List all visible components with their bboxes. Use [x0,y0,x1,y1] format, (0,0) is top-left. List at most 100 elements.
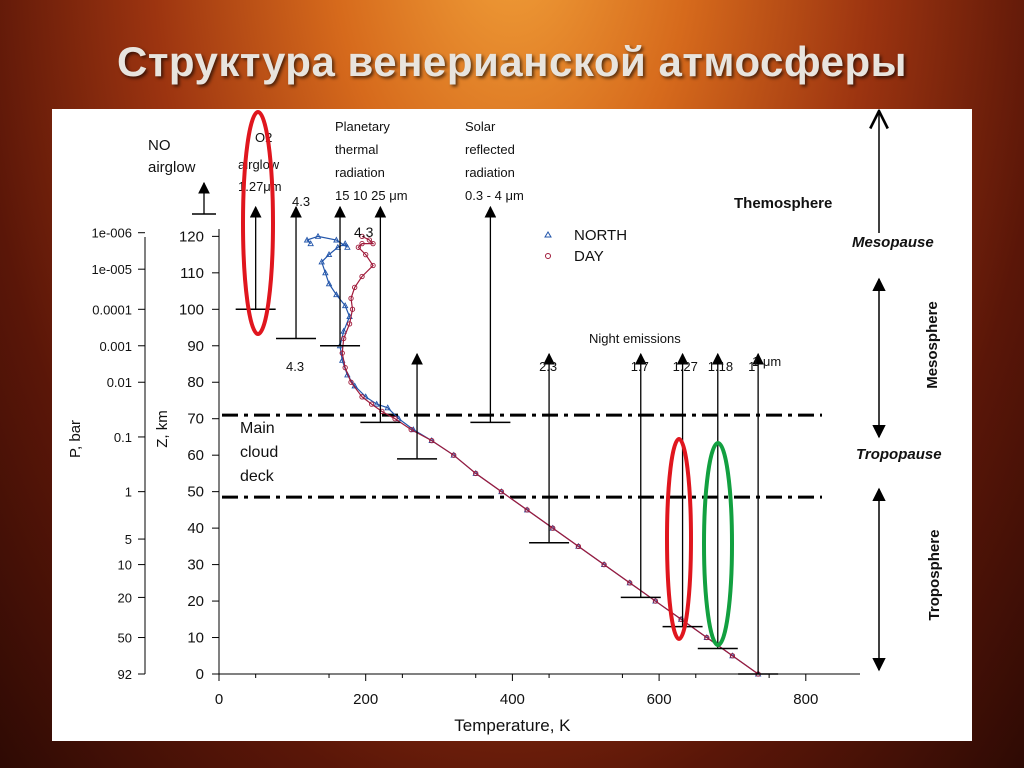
y-tick-label: 100 [179,301,204,318]
troposphere-label: Troposphere [926,530,943,621]
y-tick-label: 60 [187,447,204,464]
data-point [678,616,684,622]
data-point [652,598,659,604]
data-point [368,401,375,407]
night-emissions-label: Night emissions [589,331,681,346]
emission-label: 1.7 [631,359,649,374]
solar-radiation-label: radiation [465,165,515,180]
p-tick-label: 0.1 [114,430,132,445]
y-tick-label: 40 [187,520,204,537]
data-point [352,284,358,291]
no-airglow-label: airglow [148,159,196,176]
data-point [340,327,347,334]
data-point [410,426,417,433]
tropopause-label: Tropopause [856,446,942,463]
data-point [348,379,354,385]
planetary-radiation-label: thermal [335,142,378,157]
y-tick-label: 10 [187,630,204,647]
emission-label: 4.3 [286,359,304,374]
data-point [729,653,736,659]
data-point [341,335,347,342]
data-point [333,236,340,243]
data-point [524,507,530,513]
thermosphere-label: Themosphere [734,195,832,212]
data-point [384,404,391,411]
data-point [325,251,333,258]
data-point [392,416,398,422]
data-point [429,437,435,444]
x-tick-label: 800 [793,691,818,708]
atmosphere-chart: 0 200 400 600 800 Temperature, K 0 10 20 30 40 50 60… [67,109,943,735]
co2-band-label: 4.3 [292,194,310,209]
data-point [473,470,479,477]
night-127-highlight [665,437,693,641]
y-tick-label: 80 [187,374,204,391]
data-point [314,232,322,239]
no-airglow-label: NO [148,137,171,154]
x-tick-label: 0 [215,691,223,708]
p-tick-label: 1e-006 [92,226,132,241]
data-point [355,244,362,250]
data-point [334,243,342,250]
page-title: Структура венерианской атмосферы [117,38,907,85]
legend-label: NORTH [574,227,627,244]
p-tick-label: 10 [118,558,132,573]
data-point [359,233,365,240]
mesopause-label: Mesopause [852,234,934,251]
data-point [344,243,351,250]
co2-curve-label: 4.3 [354,224,374,240]
data-point [366,237,373,243]
data-point [349,306,356,312]
cloud-deck-label: Main [240,420,275,437]
y-tick-label: 0 [196,666,204,683]
data-point [370,241,376,247]
data-point [339,350,345,356]
data-point [341,302,349,309]
y-tick-label: 70 [187,411,204,428]
p-tick-label: 0.0001 [92,302,132,317]
p-tick-label: 1 [125,485,132,500]
p-tick-label: 92 [118,667,132,682]
x-axis-label: Temperature, K [454,716,571,735]
planetary-radiation-label: Planetary [335,119,390,134]
data-point [322,269,329,276]
solar-radiation-label: Solar [465,119,496,134]
mesosphere-label: Mesosphere [924,301,941,389]
emission-label: 1.27 [673,359,698,374]
data-point [346,321,353,327]
x-tick-label: 400 [500,691,525,708]
data-point [359,273,365,280]
cloud-deck-label: deck [240,468,275,485]
planetary-radiation-label: 15 10 25 μm [335,188,408,203]
p-tick-label: 0.001 [99,339,132,354]
p-tick-label: 5 [125,532,132,547]
data-point [333,291,340,298]
o2-airglow-highlight [241,110,275,336]
data-point [342,365,348,371]
solar-radiation-label: reflected [465,142,515,157]
data-point [575,543,582,550]
data-point [307,240,314,247]
data-point [379,408,385,415]
data-point [451,452,457,458]
y-tick-label: 50 [187,484,204,501]
x-tick-label: 200 [353,691,378,708]
data-point [359,241,365,247]
legend-marker [545,253,551,259]
y-tick-label: 120 [179,228,204,245]
data-point [550,525,556,531]
planetary-radiation-label: radiation [335,165,385,180]
emission-label: 1 [748,359,755,374]
data-point [627,580,633,586]
y-tick-label: 110 [180,265,204,282]
one-micron-label: 1 μm [752,354,781,369]
legend-label: DAY [574,248,604,265]
y-tick-label: 20 [187,593,204,610]
p-tick-label: 0.01 [107,375,132,390]
p-tick-label: 20 [118,590,132,605]
legend-marker [544,231,552,238]
data-point [601,561,607,568]
y-tick-label: 30 [187,557,204,574]
series-line-day [341,235,759,675]
emission-label: 2.3 [539,359,557,374]
